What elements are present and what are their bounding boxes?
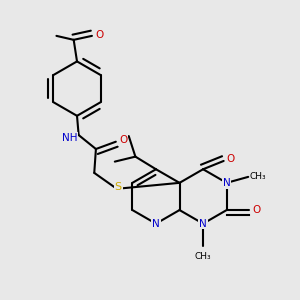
Text: S: S [115, 182, 122, 193]
Text: N: N [152, 219, 160, 229]
Text: N: N [199, 219, 207, 229]
Text: O: O [227, 154, 235, 164]
Text: CH₃: CH₃ [195, 252, 212, 261]
Text: O: O [119, 135, 127, 145]
Text: N: N [223, 178, 230, 188]
Text: CH₃: CH₃ [250, 172, 266, 181]
Text: O: O [252, 205, 261, 215]
Text: O: O [95, 29, 103, 40]
Text: NH: NH [61, 133, 77, 143]
